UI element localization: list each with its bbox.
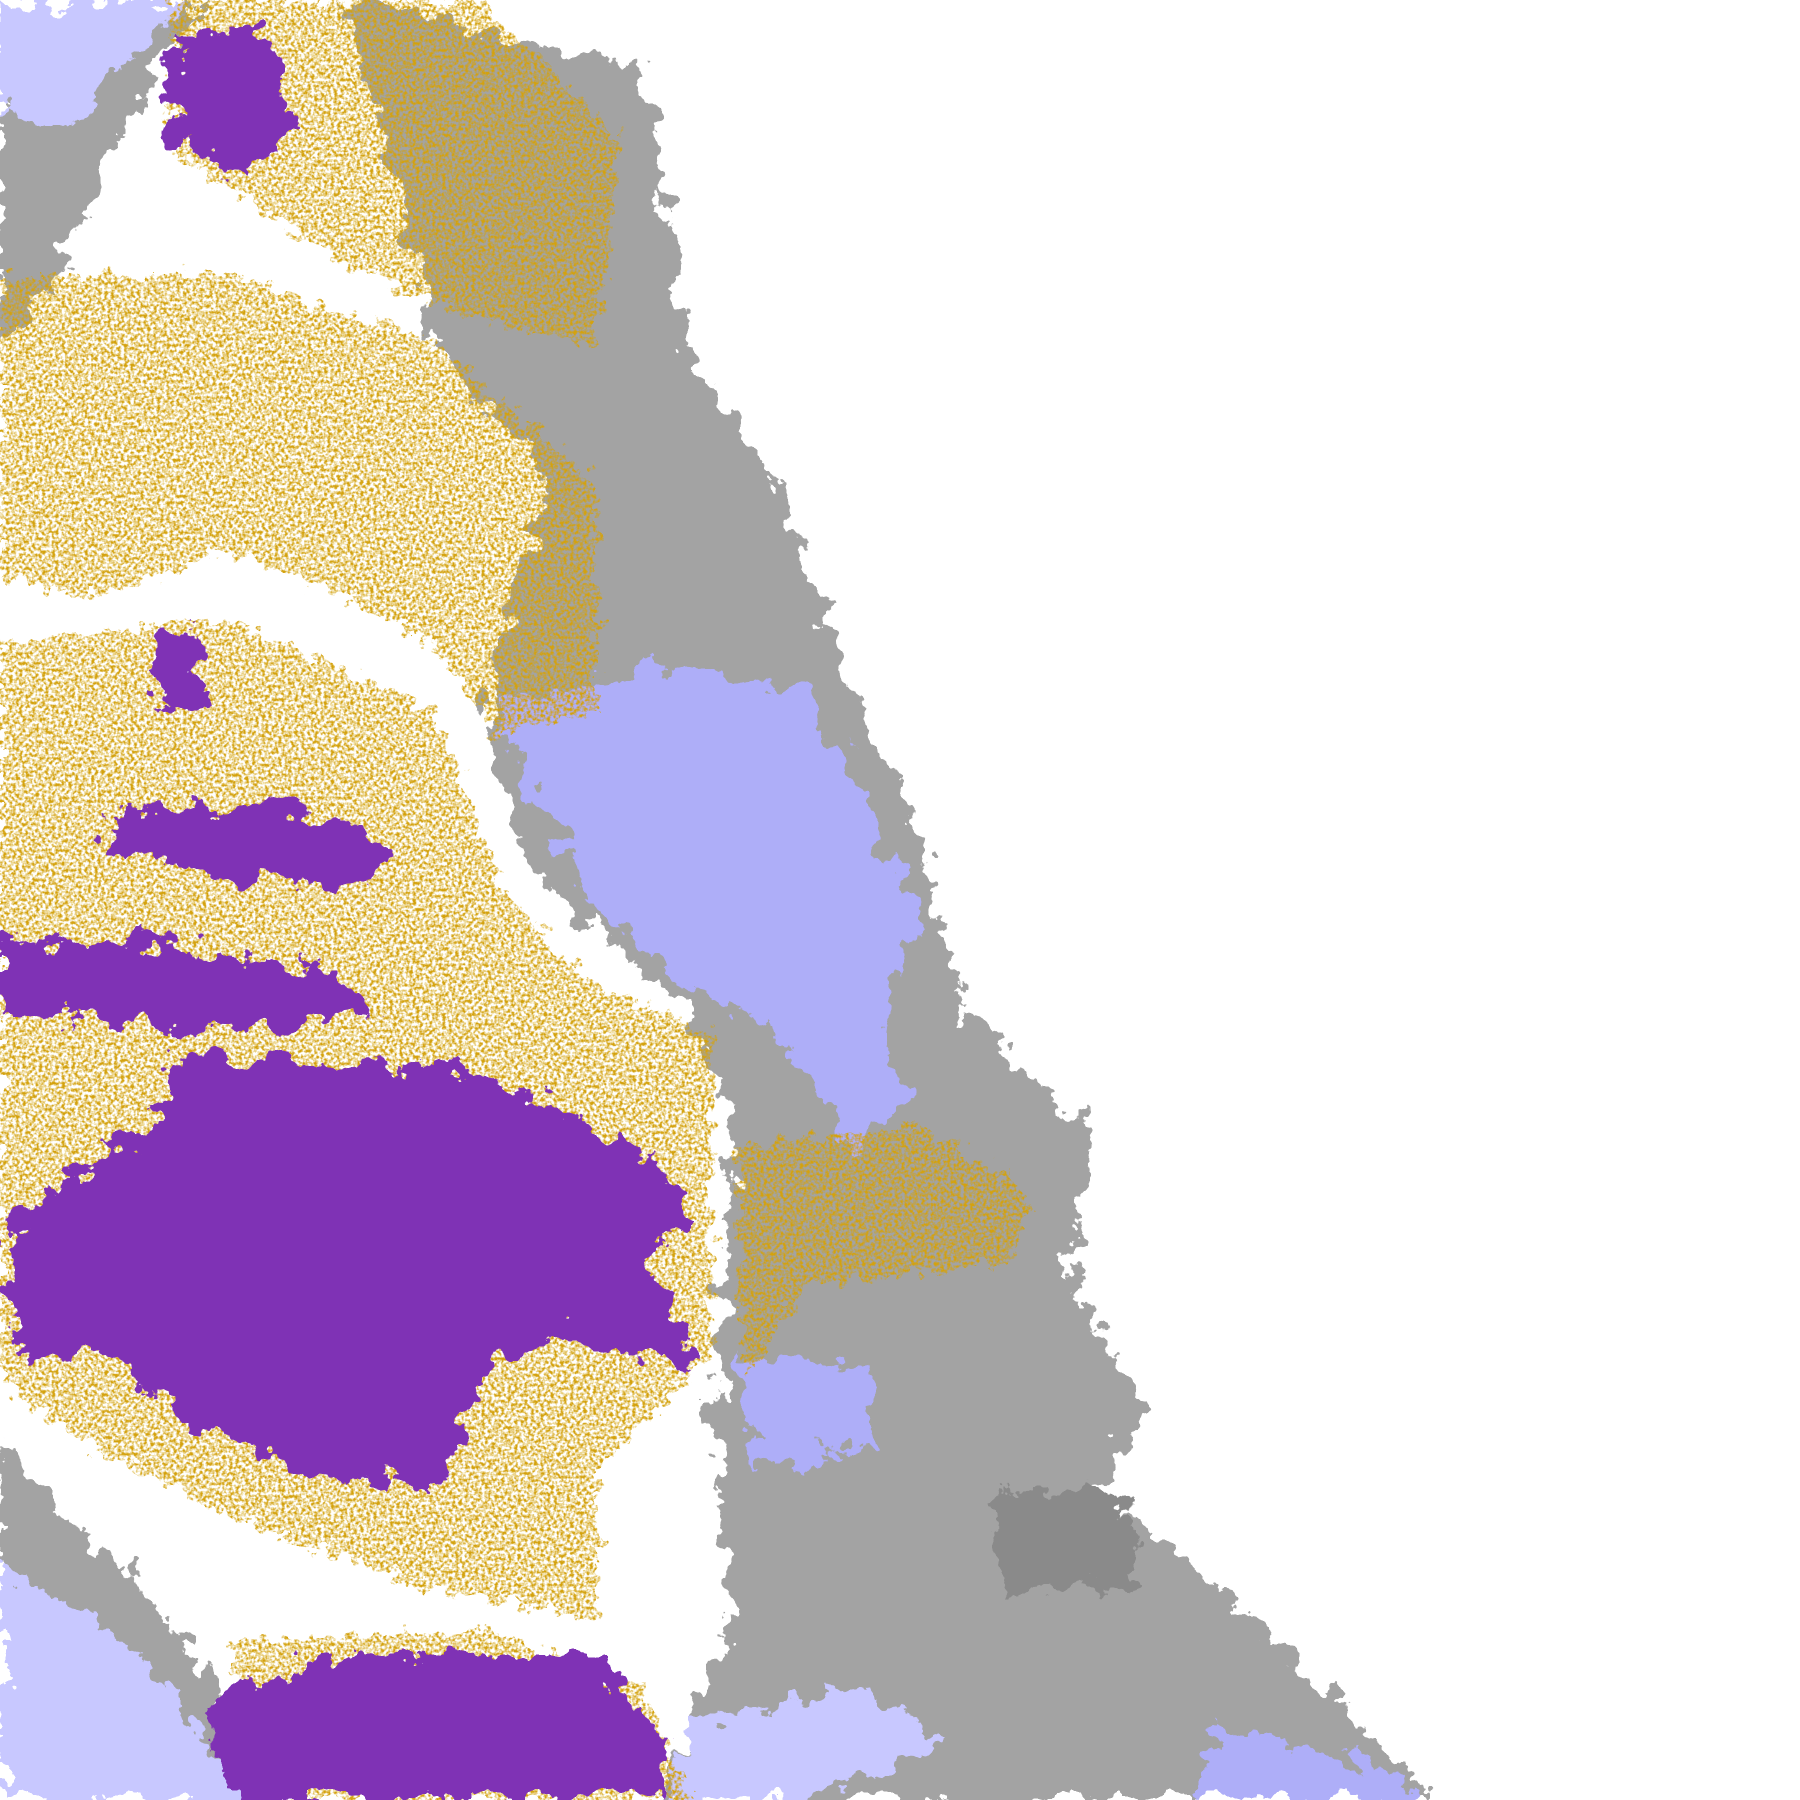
lavender-region-southeast bbox=[1193, 1721, 1424, 1800]
lavender-region-south-coast bbox=[677, 1687, 942, 1800]
purple-region-band bbox=[103, 803, 391, 896]
purple-cloud-layer bbox=[0, 22, 701, 1800]
gold-region-east bbox=[734, 1125, 1034, 1378]
grey-region-south-ring bbox=[987, 1492, 1137, 1596]
lavender-region-northwest bbox=[0, 0, 184, 127]
lavender-region-central bbox=[493, 665, 919, 1148]
purple-region-north bbox=[172, 22, 299, 184]
lavender-cloud-layer bbox=[0, 0, 1424, 1800]
gold-region-northwest bbox=[0, 275, 597, 735]
lavender-region-south bbox=[734, 1354, 873, 1470]
purple-region-band-2 bbox=[0, 941, 379, 1034]
lavender-region-southwest bbox=[0, 1561, 253, 1800]
purple-region-south bbox=[206, 1653, 666, 1800]
purple-region-small bbox=[149, 631, 207, 712]
purple-region-central bbox=[0, 1056, 701, 1493]
